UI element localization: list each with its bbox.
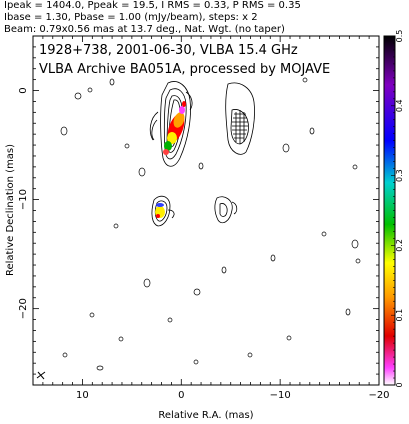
plot-frame <box>32 35 380 386</box>
y-axis-label: Relative Declination (mas) <box>5 144 16 276</box>
header-line-1: Ipeak = 1404.0, Ppeak = 19.5, I RMS = 0.… <box>4 0 301 11</box>
plot-subtitle: VLBA Archive BA051A, processed by MOJAVE <box>39 62 330 77</box>
colorbar-tick-label: 0 <box>395 382 404 387</box>
southwest-knot-contours <box>214 196 238 224</box>
southern-knot-polarization <box>155 203 165 218</box>
y-axis: 0 −10 −20 <box>18 35 379 386</box>
x-tick-label: 10 <box>76 390 89 401</box>
x-tick-label: 0 <box>178 390 184 401</box>
header-line-2: Ibase = 1.30, Pbase = 1.00 (mJy/beam), s… <box>4 12 258 23</box>
noise-contours <box>60 77 361 371</box>
colorbar-tick-label: 0.1 <box>395 309 404 322</box>
colorbar-tick-label: 0.5 <box>395 30 404 43</box>
core-jet-polarization <box>163 101 186 155</box>
colorbar-tick-label: 0.2 <box>395 239 404 252</box>
beam-marker <box>36 371 46 380</box>
x-axis-label: Relative R.A. (mas) <box>158 410 253 421</box>
x-axis: 10 0 −10 −20 <box>32 36 390 401</box>
y-tick-label: −10 <box>18 189 29 210</box>
colorbar-tick-label: 0.4 <box>395 99 404 112</box>
x-tick-label: −20 <box>368 390 389 401</box>
contour-layer <box>36 77 361 380</box>
header-line-3: Beam: 0.79x0.56 mas at 13.7 deg., Nat. W… <box>4 24 285 35</box>
y-tick-label: 0 <box>18 87 29 93</box>
west-diffuse-contours <box>225 82 255 155</box>
plot-title: 1928+738, 2001-06-30, VLBA 15.4 GHz <box>39 43 298 58</box>
colorbar-tick-label: 0.3 <box>395 169 404 182</box>
x-tick-label: −10 <box>270 390 291 401</box>
colorbar-ticks: 0 0.1 0.2 0.3 0.4 0.5 <box>391 30 404 388</box>
y-tick-label: −20 <box>18 298 29 319</box>
